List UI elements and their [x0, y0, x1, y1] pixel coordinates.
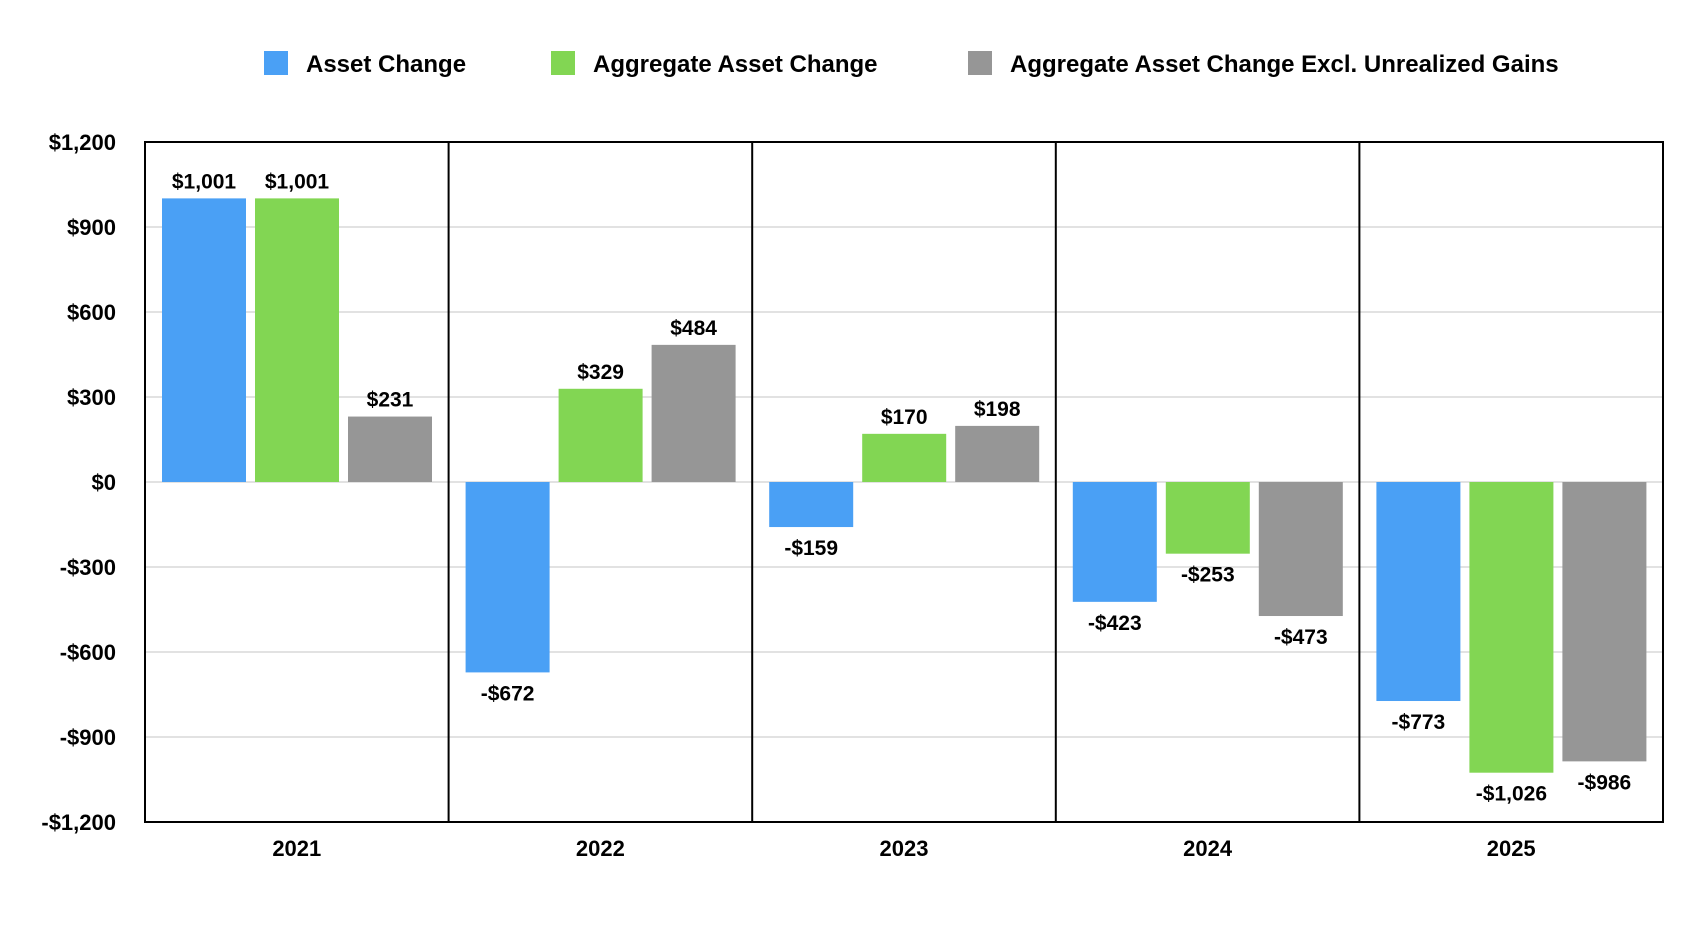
y-tick-label: -$300 — [60, 555, 116, 580]
bar — [862, 433, 947, 482]
legend: Asset Change Aggregate Asset Change Aggreg… — [264, 51, 1559, 78]
plot-frame — [144, 141, 1664, 823]
legend-swatch — [968, 51, 992, 75]
data-label: -$473 — [1274, 626, 1328, 649]
x-axis-ticks: 2021 2022 2023 2024 2025 — [272, 836, 1535, 861]
bar — [955, 425, 1040, 482]
y-tick-label: $0 — [92, 470, 116, 495]
legend-swatch — [551, 51, 575, 75]
data-label: -$423 — [1088, 612, 1142, 635]
y-tick-label: $900 — [67, 215, 116, 240]
data-label: $198 — [974, 398, 1021, 421]
bar — [1376, 482, 1461, 702]
data-label: $231 — [367, 389, 414, 412]
plot-border — [144, 141, 1664, 823]
data-label: -$159 — [784, 537, 838, 560]
bar — [348, 416, 432, 482]
legend-label: Aggregate Asset Change — [593, 51, 878, 78]
bar — [162, 198, 246, 482]
data-label: $1,001 — [265, 170, 330, 193]
data-label: -$672 — [481, 682, 535, 705]
bar — [769, 482, 854, 528]
y-tick-label: -$1,200 — [41, 810, 116, 835]
y-axis-ticks: $1,200 $900 $600 $300 $0 -$300 -$600 -$900 -$1,2… — [41, 130, 116, 835]
bar — [1469, 482, 1554, 773]
y-tick-label: -$600 — [60, 640, 116, 665]
data-label: -$1,026 — [1476, 783, 1547, 806]
bar — [465, 482, 550, 673]
bar — [1165, 482, 1250, 554]
legend-label: Asset Change — [306, 51, 466, 78]
y-tick-label: $1,200 — [49, 130, 116, 155]
data-label: $484 — [670, 317, 717, 340]
x-tick-label: 2023 — [880, 836, 929, 861]
data-label: -$773 — [1392, 711, 1446, 734]
x-tick-label: 2024 — [1183, 836, 1233, 861]
bar — [1258, 482, 1343, 617]
bar — [1072, 482, 1157, 602]
bar — [1562, 482, 1647, 762]
data-label: $170 — [881, 406, 928, 429]
x-tick-label: 2025 — [1487, 836, 1536, 861]
legend-label: Aggregate Asset Change Excl. Unrealized … — [1010, 51, 1559, 78]
bars — [162, 198, 1647, 773]
bar — [558, 388, 643, 482]
x-tick-label: 2021 — [272, 836, 321, 861]
y-tick-label: -$900 — [60, 725, 116, 750]
data-labels: $1,001 $1,001 $231 -$672 $329 $484 -$159 $170 $1… — [172, 170, 1631, 805]
data-label: -$986 — [1578, 771, 1632, 794]
data-label: $329 — [577, 361, 624, 384]
y-tick-label: $600 — [67, 300, 116, 325]
y-tick-label: $300 — [67, 385, 116, 410]
data-label: $1,001 — [172, 170, 237, 193]
legend-swatch — [264, 51, 288, 75]
bar — [651, 344, 736, 482]
data-label: -$253 — [1181, 564, 1235, 587]
bar — [255, 198, 339, 482]
x-tick-label: 2022 — [576, 836, 625, 861]
